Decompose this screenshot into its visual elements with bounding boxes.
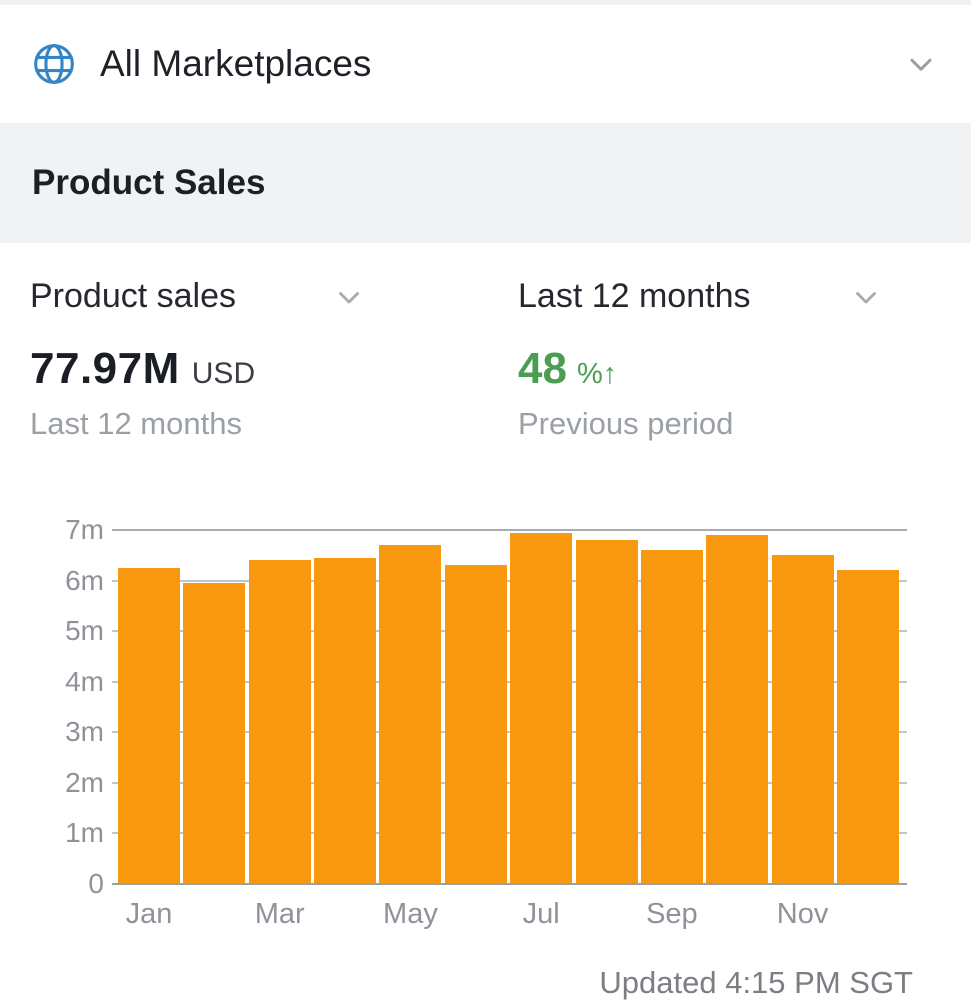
plot-area (112, 529, 907, 885)
chevron-down-icon (849, 280, 883, 314)
x-axis-label: Sep (646, 898, 698, 930)
kpi-total-sales: 77.97M USD Last 12 months (30, 344, 518, 442)
gridline (112, 630, 907, 633)
x-axis-label (445, 898, 507, 931)
y-axis-label: 7m (65, 514, 104, 545)
x-axis-label (576, 898, 638, 931)
y-axis-label: 1m (65, 817, 104, 849)
bar-mar[interactable] (248, 560, 311, 883)
bar-sep[interactable] (640, 550, 703, 883)
bar-feb[interactable] (183, 582, 246, 883)
sales-bar-chart: 7m 6m 5m 4m 3m 2m 1m 0 Jan Mar May Jul Sep Nov (30, 514, 941, 931)
kpi-change-suffix: %↑ (576, 358, 618, 390)
period-dropdown-label: Last 12 months (518, 277, 751, 315)
x-axis: Jan Mar May Jul Sep Nov (30, 898, 941, 931)
bars (118, 530, 899, 883)
kpi-change-caption: Previous period (518, 406, 734, 441)
x-axis-label: Jul (522, 898, 560, 930)
kpi-change-value: 48 (518, 344, 567, 393)
gridline (112, 579, 907, 582)
y-axis-label: 5m (65, 615, 104, 647)
section-header: Product Sales (0, 123, 971, 243)
gridline (112, 883, 907, 885)
kpi-caption: Last 12 months (30, 406, 242, 441)
period-dropdown[interactable]: Last 12 months (518, 277, 941, 316)
x-axis-label (314, 898, 376, 931)
section-title: Product Sales (32, 163, 266, 202)
bar-oct[interactable] (706, 535, 769, 883)
gridline (112, 731, 907, 734)
globe-icon (32, 42, 76, 86)
kpi-currency: USD (191, 357, 256, 390)
bar-dec[interactable] (836, 570, 899, 883)
y-axis-label: 2m (65, 766, 104, 798)
bar-apr[interactable] (314, 557, 377, 883)
kpi-change: 48 %↑ Previous period (518, 344, 941, 442)
x-axis-label: Nov (776, 898, 829, 930)
top-divider (0, 0, 971, 5)
chevron-down-icon (332, 280, 366, 314)
y-axis: 7m 6m 5m 4m 3m 2m 1m 0 (60, 514, 112, 899)
bar-may[interactable] (379, 545, 442, 883)
x-axis-label: Jan (125, 898, 173, 930)
kpi-value: 77.97M (30, 344, 180, 393)
bar-jan[interactable] (118, 567, 180, 883)
marketplace-selector-label: All Marketplaces (100, 43, 372, 84)
gridline (112, 529, 907, 531)
gridline (112, 832, 907, 835)
bar-aug[interactable] (575, 540, 638, 883)
x-axis-label (837, 898, 899, 931)
bar-jul[interactable] (510, 532, 573, 883)
x-axis-label (706, 898, 768, 931)
y-axis-label: 0 (88, 868, 104, 899)
x-axis-label: May (383, 898, 438, 930)
gridline (112, 680, 907, 683)
y-axis-label: 6m (65, 564, 104, 596)
metric-dropdown-label: Product sales (30, 277, 236, 315)
x-axis-label: Mar (254, 898, 305, 930)
bar-jun[interactable] (444, 565, 507, 883)
metric-dropdown[interactable]: Product sales (30, 277, 518, 316)
bar-nov[interactable] (771, 555, 834, 883)
y-axis-label: 3m (65, 716, 104, 748)
chevron-down-icon (903, 46, 939, 82)
y-axis-label: 4m (65, 665, 104, 697)
x-axis-label (183, 898, 245, 931)
gridline (112, 781, 907, 784)
updated-timestamp: Updated 4:15 PM SGT (599, 965, 913, 1000)
marketplace-selector[interactable]: All Marketplaces (0, 5, 971, 123)
